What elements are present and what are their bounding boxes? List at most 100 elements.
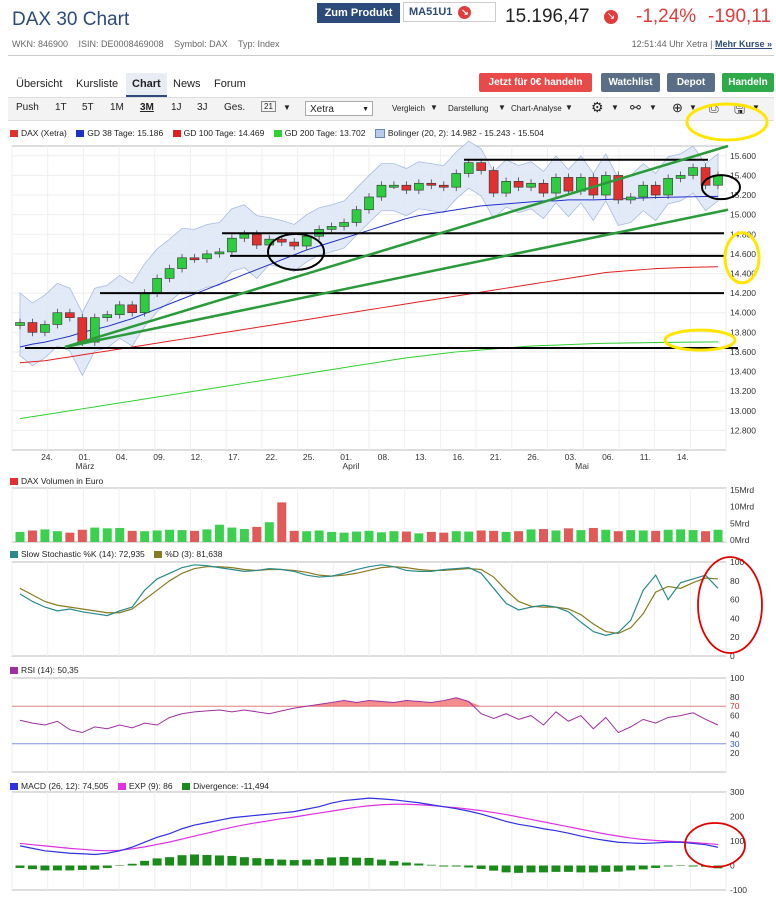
divergence-bar bbox=[327, 857, 337, 866]
divergence-bar bbox=[389, 861, 399, 866]
divergence-bar bbox=[314, 859, 324, 866]
candle-body bbox=[513, 181, 524, 188]
candle-body bbox=[551, 177, 561, 194]
chart-analyse-menu[interactable]: Chart-Analyse bbox=[511, 104, 562, 113]
range-3m[interactable]: 3M bbox=[140, 102, 154, 113]
tab-kursliste[interactable]: Kursliste bbox=[76, 78, 119, 90]
divergence-bar bbox=[576, 865, 586, 873]
trade-button[interactable]: Jetzt für 0€ handeln bbox=[479, 73, 592, 92]
x-tick-label: 03. bbox=[565, 452, 577, 462]
divergence-bar bbox=[252, 858, 262, 866]
symbol: Symbol: DAX bbox=[174, 39, 228, 49]
calendar-dropdown-icon[interactable]: ▼ bbox=[283, 103, 291, 112]
handeln-button[interactable]: Handeln bbox=[722, 73, 774, 92]
range-5t[interactable]: 5T bbox=[82, 102, 94, 113]
tab-news[interactable]: News bbox=[173, 78, 201, 90]
volume-bar bbox=[588, 527, 598, 542]
range-ges[interactable]: Ges. bbox=[224, 102, 246, 113]
divergence-bar bbox=[227, 855, 237, 866]
price-y-tick: 14.000 bbox=[730, 308, 756, 318]
legend-swatch-stoch-d bbox=[154, 551, 163, 559]
candle-body bbox=[451, 173, 462, 188]
volume-bar bbox=[601, 529, 611, 542]
legend-dax: DAX (Xetra) bbox=[21, 128, 67, 138]
tab-chart[interactable]: Chart bbox=[126, 73, 167, 97]
candle-body bbox=[239, 233, 250, 239]
rsi-y-tick: 40 bbox=[730, 729, 740, 739]
share-icon[interactable]: ⚯ bbox=[630, 100, 641, 115]
price-y-tick: 13.800 bbox=[730, 327, 756, 337]
stoch-d-line bbox=[19, 566, 719, 635]
quote-time: 12:51:44 Uhr Xetra | Mehr Kurse » bbox=[632, 39, 772, 49]
divergence-bar bbox=[651, 865, 661, 868]
gear-icon[interactable]: ⚙ bbox=[591, 99, 604, 115]
divergence-bar bbox=[277, 859, 287, 866]
x-tick-label: 11. bbox=[640, 452, 651, 462]
volume-bar bbox=[152, 530, 162, 542]
push-button[interactable]: Push bbox=[16, 102, 39, 113]
volume-bar bbox=[613, 531, 623, 542]
print-icon[interactable]: ⎙ bbox=[709, 101, 719, 115]
exchange-select[interactable]: Xetra ▼ bbox=[305, 101, 373, 116]
range-1j[interactable]: 1J bbox=[171, 102, 182, 113]
volume-bar bbox=[27, 530, 37, 542]
divergence-bar bbox=[239, 857, 249, 866]
divergence-bar bbox=[426, 864, 436, 866]
header: DAX 30 Chart Zum Produkt MA51U1 ↘ 15.196… bbox=[0, 0, 776, 58]
chart-toolbar: Push 1T 5T 1M 3M 1J 3J Ges. 21 ▼ Xetra ▼… bbox=[8, 97, 774, 121]
volume-bar bbox=[451, 531, 461, 542]
x-tick-label: 17. bbox=[228, 452, 240, 462]
zum-produkt-button[interactable]: Zum Produkt bbox=[317, 3, 400, 23]
macd-legend: MACD (26, 12): 74,505 EXP (9): 86 Diverg… bbox=[10, 781, 269, 791]
zoom-in-icon[interactable]: ⊕ bbox=[672, 100, 683, 115]
calendar-icon[interactable]: 21 bbox=[261, 101, 276, 112]
range-3j[interactable]: 3J bbox=[197, 102, 208, 113]
candle-body bbox=[65, 312, 75, 318]
candle-body bbox=[152, 278, 162, 294]
divergence-bar bbox=[177, 855, 187, 866]
x-tick-label: 01. bbox=[78, 452, 90, 462]
rsi-y-tick: 30 bbox=[730, 739, 740, 749]
x-tick-label: 06. bbox=[602, 452, 614, 462]
volume-bar bbox=[526, 529, 536, 542]
watchlist-button[interactable]: Watchlist bbox=[601, 73, 660, 92]
stoch-y-tick: 60 bbox=[730, 595, 740, 605]
volume-bar bbox=[177, 530, 187, 542]
mehr-kurse-link[interactable]: Mehr Kurse » bbox=[714, 39, 772, 49]
vergleich-menu[interactable]: Vergleich bbox=[392, 104, 425, 113]
price-y-tick: 14.400 bbox=[730, 268, 756, 278]
candle-body bbox=[688, 167, 698, 176]
candle-body bbox=[276, 238, 287, 243]
tab-bar: Übersicht Kursliste Chart News Forum bbox=[8, 73, 774, 97]
chevron-down-icon: ▼ bbox=[430, 103, 438, 112]
chevron-down-icon: ▼ bbox=[649, 103, 657, 112]
macd-y-tick: -100 bbox=[730, 885, 747, 895]
volume-bar bbox=[514, 531, 524, 542]
trend-line-upper bbox=[64, 144, 729, 349]
volume-bar bbox=[15, 531, 25, 542]
range-1t[interactable]: 1T bbox=[55, 102, 67, 113]
price-y-tick: 14.600 bbox=[730, 249, 756, 259]
save-icon[interactable]: 🖫 bbox=[734, 101, 746, 116]
divergence-bar bbox=[289, 860, 299, 866]
macd-y-tick: 100 bbox=[730, 836, 744, 846]
darstellung-menu[interactable]: Darstellung bbox=[448, 104, 489, 113]
range-1m[interactable]: 1M bbox=[110, 102, 124, 113]
candle-body bbox=[227, 237, 237, 253]
x-month-label: April bbox=[342, 461, 359, 471]
volume-bar bbox=[52, 531, 62, 542]
macd-line bbox=[19, 797, 719, 856]
product-code: MA51U1 bbox=[409, 6, 453, 18]
volume-bar bbox=[40, 529, 50, 542]
x-tick-label: 13. bbox=[415, 452, 427, 462]
change-absolute: -190,11 bbox=[708, 6, 772, 27]
tab-uebersicht[interactable]: Übersicht bbox=[16, 78, 63, 90]
product-selector[interactable]: MA51U1 ↘ bbox=[403, 2, 496, 22]
rsi-y-tick: 70 bbox=[730, 701, 740, 711]
tab-forum[interactable]: Forum bbox=[214, 78, 246, 90]
legend-gd38: GD 38 Tage: 15.186 bbox=[87, 128, 164, 138]
candle-body bbox=[476, 162, 486, 171]
annotation-circle bbox=[723, 231, 761, 285]
depot-button[interactable]: Depot bbox=[667, 73, 715, 92]
